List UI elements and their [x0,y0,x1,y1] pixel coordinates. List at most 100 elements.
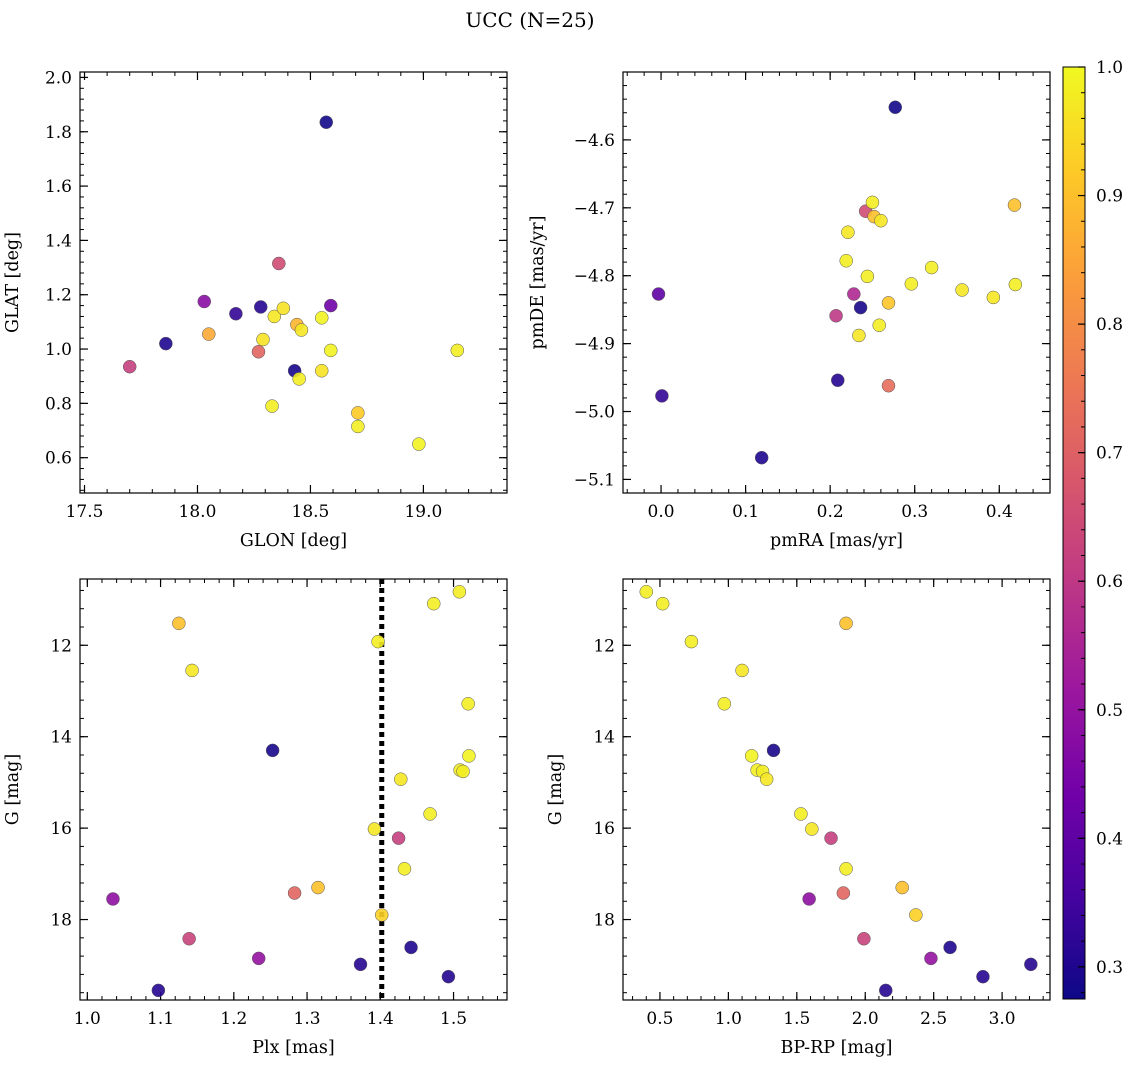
x-tick-label: 18.5 [292,502,330,522]
scatter-point [865,195,880,210]
scatter-point [251,951,266,966]
scatter-point [839,616,853,631]
scatter-point [427,596,441,611]
y-tick-label: −4.6 [574,131,615,151]
scatter-point [836,886,851,900]
x-tick-label: 3.0 [989,1009,1016,1029]
scatter-point [202,327,216,341]
scatter-point [256,332,270,347]
scatter-point [423,807,437,821]
y-tick-label: 1.8 [45,123,72,143]
plot-frame [622,71,1051,494]
scatter-point [287,886,302,900]
colorbar-tick-label: 0.3 [1096,958,1123,978]
scatter-point [292,372,306,386]
x-tick-label: 1.4 [367,1009,394,1029]
y-tick-label: 12 [50,636,72,656]
x-tick-label: 1.3 [294,1009,321,1029]
y-tick-label: 1.6 [45,177,72,197]
y-tick-label: 18 [593,911,615,931]
scatter-point [857,931,871,946]
y-axis-label: G [mag] [546,754,566,825]
y-tick-label: 12 [593,636,615,656]
scatter-point [847,287,861,301]
scatter-point [895,880,909,895]
scatter-point [1024,957,1038,972]
x-tick-label: 19.0 [404,502,442,522]
panel-3: 1.0 1.1 1.2 1.3 1.4 1.5 12 14 16 18 Plx [mas] G [ma… [3,578,508,1058]
panel-2: 0.0 0.1 0.2 0.3 0.4 −5.1 −5.0 −4.9 −4.8 −4.7 −4.6 p… [528,71,1051,551]
scatter-point [311,880,325,895]
scatter-point [829,309,843,323]
scatter-points [122,115,465,451]
scatter-point [802,892,816,906]
scatter-point [839,254,853,268]
scatter-point [853,300,868,315]
scatter-point [639,585,654,599]
scatter-point [314,364,329,378]
x-tick-label: 0.0 [648,502,675,522]
y-axis-label: GLAT [deg] [3,232,23,333]
scatter-point [452,585,467,599]
y-tick-label: 1.2 [45,286,72,306]
scatter-point [294,323,309,337]
scatter-point [684,634,699,649]
scatter-point [872,318,886,333]
scatter-point [655,389,669,403]
colorbar-tick-label: 0.7 [1096,444,1123,464]
x-tick-label: 0.5 [646,1009,673,1029]
scatter-point [265,399,279,413]
scatter-point [314,311,329,325]
scatter-point [265,743,280,758]
scatter-point [888,100,903,115]
x-tick-label: 18.0 [179,502,217,522]
scatter-point [324,298,338,313]
scatter-point [955,283,969,297]
colorbar-tick-label: 0.9 [1096,187,1123,207]
y-tick-label: −4.7 [574,199,615,219]
scatter-point [276,301,291,316]
scatter-point [456,764,470,779]
y-tick-label: 18 [50,911,72,931]
x-tick-label: 0.1 [732,502,759,522]
x-tick-label: 2.5 [920,1009,947,1029]
scatter-point [1008,277,1023,292]
scatter-point [924,260,939,275]
scatter-point [106,892,120,906]
x-tick-label: 1.5 [440,1009,467,1029]
scatter-points [106,585,476,998]
scatter-point [253,300,268,314]
scatter-point [881,296,896,310]
scatter-point [319,115,334,129]
figure-title: UCC (N=25) [465,8,594,32]
scatter-point [754,450,769,465]
scatter-point [794,807,808,821]
scatter-point [367,822,382,836]
y-tick-label: −4.9 [574,335,615,355]
x-tick-label: 1.1 [147,1009,174,1029]
scatter-point [766,743,781,758]
scatter-point [151,983,166,998]
x-tick-label: 0.4 [986,502,1013,522]
scatter-point [450,343,465,358]
x-tick-label: 17.5 [66,502,104,522]
scatter-point [272,256,286,271]
scatter-point [881,378,896,393]
colorbar-tick-label: 0.5 [1096,701,1123,721]
y-tick-label: 1.4 [45,231,72,251]
y-axis-label: pmDE [mas/yr] [528,216,548,350]
scatter-point [172,616,186,631]
scatter-point [391,831,406,845]
x-axis-label: Plx [mas] [252,1038,334,1058]
y-tick-label: 14 [50,728,72,748]
scatter-point [909,908,923,922]
scatter-point [324,343,338,358]
scatter-point [943,940,957,955]
scatter-points [639,585,1038,998]
plot-frame [622,578,1051,1001]
scatter-point [375,908,389,922]
scatter-point [159,336,173,351]
scatter-point [122,359,137,374]
scatter-point [860,269,875,284]
x-tick-label: 1.0 [74,1009,101,1029]
